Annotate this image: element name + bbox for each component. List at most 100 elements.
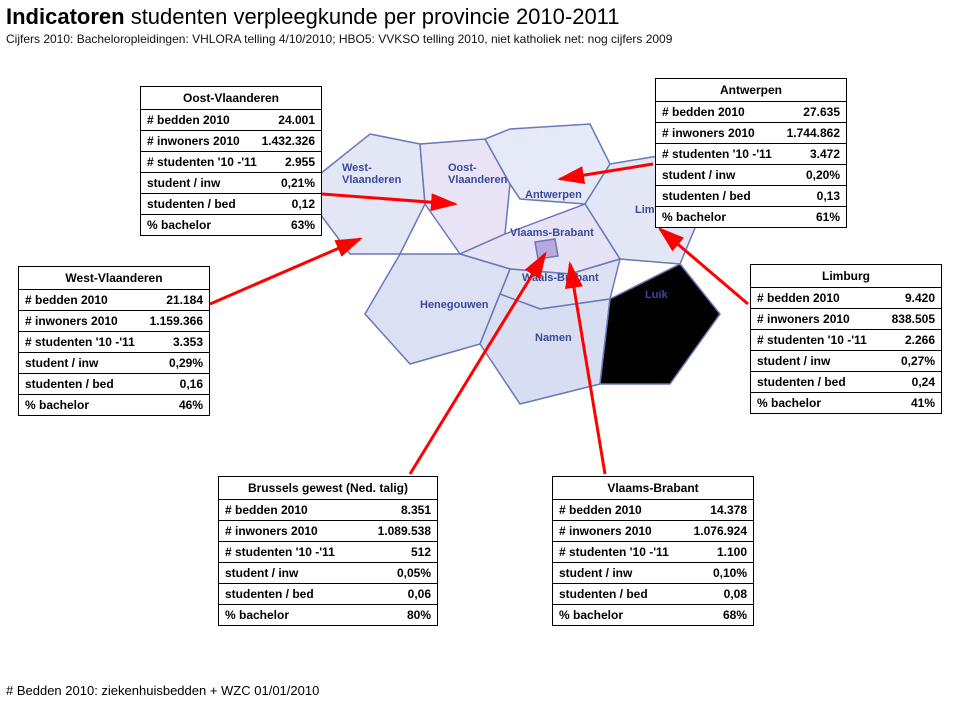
map-label-vlb: Vlaams-Brabant	[510, 227, 594, 239]
stat-value: 41%	[897, 396, 935, 410]
stat-value: 512	[397, 545, 431, 559]
stat-row: # studenten '10 -'11 2.955	[141, 152, 321, 173]
stat-value: 1.100	[703, 545, 747, 559]
stat-value: 838.505	[878, 312, 935, 326]
stat-key: # inwoners 2010	[147, 134, 240, 148]
stat-key: # studenten '10 -'11	[757, 333, 867, 347]
stat-key: studenten / bed	[225, 587, 314, 601]
map-label-wvl: West-Vlaanderen	[342, 162, 401, 186]
stat-value: 2.955	[271, 155, 315, 169]
subtitle: Cijfers 2010: Bacheloropleidingen: VHLOR…	[6, 32, 960, 46]
stat-key: % bachelor	[225, 608, 289, 622]
stat-key: student / inw	[147, 176, 220, 190]
stat-row: # inwoners 20101.159.366	[19, 311, 209, 332]
stat-key: studenten / bed	[757, 375, 846, 389]
stat-key: studenten / bed	[147, 197, 236, 211]
stat-row: % bachelor 41%	[751, 393, 941, 413]
stat-value: 46%	[165, 398, 203, 412]
stat-row: studenten / bed 0,24	[751, 372, 941, 393]
stat-row: # inwoners 20101.089.538	[219, 521, 437, 542]
stat-key: # inwoners 2010	[559, 524, 652, 538]
stat-key: # inwoners 2010	[662, 126, 755, 140]
stat-key: # studenten '10 -'11	[662, 147, 772, 161]
stat-value: 1.432.326	[248, 134, 315, 148]
stat-value: 0,13	[803, 189, 840, 203]
page-title: Indicatoren studenten verpleegkunde per …	[6, 4, 960, 30]
stat-key: # studenten '10 -'11	[147, 155, 257, 169]
stat-value: 61%	[802, 210, 840, 224]
stat-value: 0,20%	[792, 168, 840, 182]
stat-key: # inwoners 2010	[757, 312, 850, 326]
map-label-luik: Luik	[645, 289, 668, 301]
stat-key: # bedden 2010	[225, 503, 308, 517]
stat-value: 80%	[393, 608, 431, 622]
stat-row: # bedden 2010 24.001	[141, 110, 321, 131]
stat-row: % bachelor 80%	[219, 605, 437, 625]
stat-box-bru: Brussels gewest (Ned. talig)# bedden 201…	[218, 476, 438, 626]
stat-value: 0,12	[278, 197, 315, 211]
stat-row: # bedden 201014.378	[553, 500, 753, 521]
stat-key: student / inw	[559, 566, 632, 580]
stat-value: 0,06	[394, 587, 431, 601]
stat-row: % bachelor 61%	[656, 207, 846, 227]
stat-key: # studenten '10 -'11	[559, 545, 669, 559]
stat-row: # inwoners 2010 1.744.862	[656, 123, 846, 144]
stat-row: studenten / bed 0,08	[553, 584, 753, 605]
stat-value: 9.420	[891, 291, 935, 305]
stat-row: % bachelor 46%	[19, 395, 209, 415]
map-label-nam: Namen	[535, 332, 572, 344]
stat-key: % bachelor	[757, 396, 821, 410]
stat-row: studenten / bed 0,12	[141, 194, 321, 215]
stat-box-title: Antwerpen	[656, 79, 846, 102]
stat-key: % bachelor	[662, 210, 726, 224]
stat-value: 0,10%	[699, 566, 747, 580]
stat-row: % bachelor 63%	[141, 215, 321, 235]
map-label-hen: Henegouwen	[420, 299, 488, 311]
footnote: # Bedden 2010: ziekenhuisbedden + WZC 01…	[6, 683, 319, 698]
stat-row: student / inw0,21%	[141, 173, 321, 194]
stat-box-lim: Limburg# bedden 20109.420# inwoners 2010…	[750, 264, 942, 414]
stat-value: 3.472	[796, 147, 840, 161]
stat-key: student / inw	[225, 566, 298, 580]
stat-row: # bedden 2010 8.351	[219, 500, 437, 521]
stat-row: student / inw 0,27%	[751, 351, 941, 372]
stat-row: # bedden 2010 9.420	[751, 288, 941, 309]
map-label-wbr: Waals-Brabant	[522, 272, 599, 284]
stat-row: # inwoners 2010 1.432.326	[141, 131, 321, 152]
stat-row: # studenten '10 -'113.353	[19, 332, 209, 353]
stat-key: # bedden 2010	[757, 291, 840, 305]
stat-value: 24.001	[264, 113, 315, 127]
stat-key: # bedden 2010	[662, 105, 745, 119]
stat-row: student / inw0,05%	[219, 563, 437, 584]
stat-box-title: Brussels gewest (Ned. talig)	[219, 477, 437, 500]
stat-key: studenten / bed	[662, 189, 751, 203]
title-bold: Indicatoren	[6, 4, 125, 29]
stat-key: % bachelor	[147, 218, 211, 232]
stat-row: # studenten '10 -'11 3.472	[656, 144, 846, 165]
map-label-ant: Antwerpen	[525, 189, 582, 201]
stat-value: 0,24	[898, 375, 935, 389]
stat-box-west: West-Vlaanderen# bedden 201021.184# inwo…	[18, 266, 210, 416]
stat-key: # bedden 2010	[147, 113, 230, 127]
stat-key: student / inw	[25, 356, 98, 370]
stat-key: studenten / bed	[559, 587, 648, 601]
stat-key: % bachelor	[25, 398, 89, 412]
stat-row: # inwoners 2010 838.505	[751, 309, 941, 330]
stat-key: # inwoners 2010	[25, 314, 118, 328]
stat-box-oost: Oost-Vlaanderen# bedden 201024.001# inwo…	[140, 86, 322, 236]
stat-value: 8.351	[387, 503, 431, 517]
stat-row: # bedden 2010 27.635	[656, 102, 846, 123]
stat-value: 1.744.862	[773, 126, 840, 140]
stat-value: 0,27%	[887, 354, 935, 368]
stat-value: 27.635	[789, 105, 840, 119]
stat-row: # studenten '10 -'11512	[219, 542, 437, 563]
stat-key: student / inw	[662, 168, 735, 182]
stat-key: student / inw	[757, 354, 830, 368]
stat-value: 3.353	[159, 335, 203, 349]
stat-value: 0,16	[166, 377, 203, 391]
stat-value: 68%	[709, 608, 747, 622]
stat-row: # studenten '10 -'112.266	[751, 330, 941, 351]
stat-value: 63%	[277, 218, 315, 232]
stat-row: # inwoners 20101.076.924	[553, 521, 753, 542]
stat-value: 0,08	[710, 587, 747, 601]
